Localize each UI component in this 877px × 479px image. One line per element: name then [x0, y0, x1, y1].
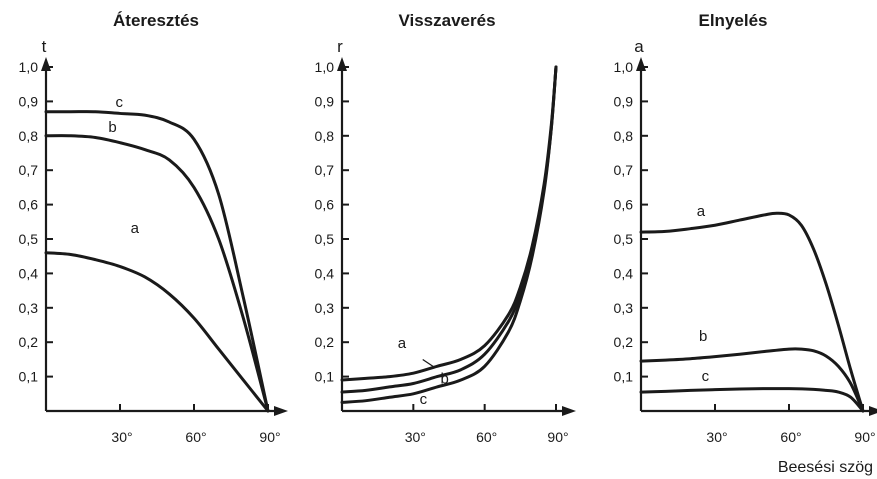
y-tick-label: 0,5 — [19, 231, 39, 247]
y-tick-label: 0,7 — [315, 162, 335, 178]
y-tick-label: 0,3 — [315, 300, 335, 316]
series-label-a: a — [131, 220, 140, 237]
series-label-a: a — [697, 203, 706, 220]
y-tick-label: 0,7 — [614, 162, 634, 178]
x-tick-label: 30° — [706, 429, 727, 445]
series-label-c: c — [702, 368, 710, 385]
y-axis-label: t — [42, 37, 47, 56]
y-tick-label: 1,0 — [614, 59, 634, 75]
series-line-b — [44, 134, 270, 413]
series-label-c: c — [420, 391, 428, 408]
x-tick-label: 90° — [259, 429, 280, 445]
series-line-c — [340, 65, 558, 404]
y-tick-label: 0,9 — [19, 93, 39, 109]
y-tick-label: 0,9 — [315, 93, 335, 109]
chart-panel-3: Elnyelés a 0,1 0,2 0,3 0,4 0,5 0,6 0,7 0,8 0,9 1,0 3… — [614, 11, 877, 445]
y-tick-label: 0,5 — [614, 231, 634, 247]
x-tick-label: 30° — [111, 429, 132, 445]
series-line-b — [340, 65, 558, 394]
x-tick-label: 30° — [405, 429, 426, 445]
series-line-c — [639, 387, 865, 413]
chart-panel-2: Visszaverés r 0,1 0,2 0,3 0,4 0,5 0,6 0,7 0,8 0,9 1… — [315, 11, 576, 445]
series-label-b: b — [699, 328, 707, 345]
series-label-b: b — [108, 119, 116, 136]
y-tick-label: 0,4 — [614, 265, 634, 281]
y-axis-label: r — [337, 37, 343, 56]
x-axis-label: Beesési szög — [778, 459, 873, 476]
x-tick-label: 60° — [780, 429, 801, 445]
y-tick-label: 0,6 — [19, 197, 39, 213]
series-line-a — [44, 251, 270, 413]
y-tick-label: 0,3 — [614, 300, 634, 316]
series-label-c: c — [116, 94, 124, 111]
y-axis-arrow — [636, 57, 646, 71]
y-tick-label: 0,6 — [614, 197, 634, 213]
x-tick-label: 60° — [476, 429, 497, 445]
y-tick-label: 0,2 — [19, 334, 39, 350]
chart-title: Elnyelés — [699, 11, 768, 30]
y-tick-label: 0,2 — [614, 334, 634, 350]
series-leader-b — [422, 358, 436, 368]
x-tick-label: 90° — [547, 429, 568, 445]
y-tick-label: 1,0 — [19, 59, 39, 75]
x-tick-label: 60° — [185, 429, 206, 445]
y-tick-label: 0,9 — [614, 93, 634, 109]
x-axis-arrow — [274, 406, 288, 416]
series-label-a: a — [398, 335, 407, 352]
y-tick-label: 0,5 — [315, 231, 335, 247]
y-tick-label: 0,4 — [315, 265, 335, 281]
y-tick-label: 0,1 — [19, 369, 39, 385]
y-axis-arrow — [41, 57, 51, 71]
series-line-a — [639, 211, 865, 413]
x-tick-label: 90° — [854, 429, 875, 445]
y-tick-label: 0,1 — [614, 369, 634, 385]
y-tick-label: 0,2 — [315, 334, 335, 350]
y-tick-label: 0,8 — [19, 128, 39, 144]
y-tick-label: 0,7 — [19, 162, 39, 178]
y-tick-label: 0,8 — [614, 128, 634, 144]
y-axis-label: a — [634, 37, 644, 56]
chart-title: Visszaverés — [398, 11, 495, 30]
series-label-b: b — [441, 370, 449, 387]
y-tick-label: 0,4 — [19, 265, 39, 281]
y-tick-label: 1,0 — [315, 59, 335, 75]
chart-panel-1: Áteresztés t 0,1 0,2 0,3 0,4 0,5 0,6 0,7 0,8 0,9 1,… — [19, 11, 288, 445]
x-axis-arrow — [562, 406, 576, 416]
series-line-c — [44, 110, 270, 413]
y-tick-label: 0,1 — [315, 369, 335, 385]
y-tick-label: 0,8 — [315, 128, 335, 144]
y-tick-label: 0,3 — [19, 300, 39, 316]
series-line-a — [340, 65, 558, 382]
y-axis-arrow — [337, 57, 347, 71]
y-tick-label: 0,6 — [315, 197, 335, 213]
series-line-b — [639, 347, 865, 413]
x-axis-arrow — [869, 406, 877, 416]
chart-title: Áteresztés — [113, 11, 199, 30]
